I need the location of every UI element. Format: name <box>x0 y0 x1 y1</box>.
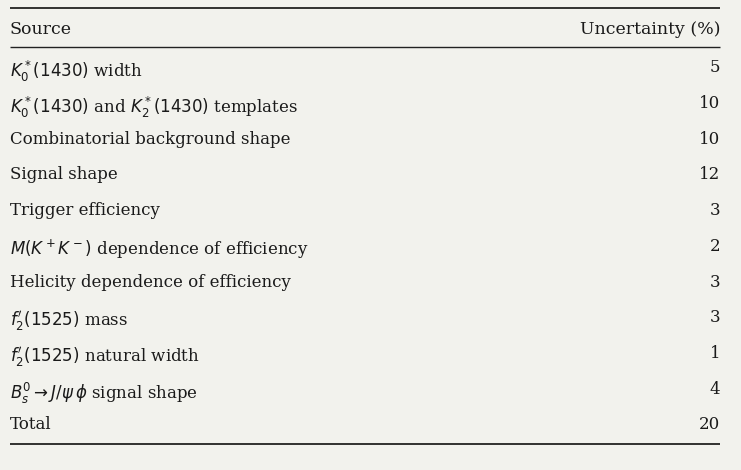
Text: 5: 5 <box>710 59 720 76</box>
Text: 4: 4 <box>710 381 720 398</box>
Text: $M(K^+K^-)$ dependence of efficiency: $M(K^+K^-)$ dependence of efficiency <box>10 238 308 261</box>
Text: 3: 3 <box>710 309 720 326</box>
Text: $f_2^{\prime}(1525)$ mass: $f_2^{\prime}(1525)$ mass <box>10 309 127 333</box>
Text: Helicity dependence of efficiency: Helicity dependence of efficiency <box>10 274 290 290</box>
Text: 3: 3 <box>710 202 720 219</box>
Text: Uncertainty (%): Uncertainty (%) <box>579 21 720 38</box>
Text: 12: 12 <box>699 166 720 183</box>
Text: 20: 20 <box>699 416 720 433</box>
Text: Total: Total <box>10 416 51 433</box>
Text: Combinatorial background shape: Combinatorial background shape <box>10 131 290 148</box>
Text: 1: 1 <box>710 345 720 362</box>
Text: 10: 10 <box>699 95 720 112</box>
Text: Trigger efficiency: Trigger efficiency <box>10 202 159 219</box>
Text: Signal shape: Signal shape <box>10 166 117 183</box>
Text: Source: Source <box>10 21 72 38</box>
Text: $K_0^*(1430)$ and $K_2^*(1430)$ templates: $K_0^*(1430)$ and $K_2^*(1430)$ template… <box>10 95 298 120</box>
Text: $B_s^0 \rightarrow J/\psi\,\phi$ signal shape: $B_s^0 \rightarrow J/\psi\,\phi$ signal … <box>10 381 198 406</box>
Text: 10: 10 <box>699 131 720 148</box>
Text: 2: 2 <box>710 238 720 255</box>
Text: $K_0^*(1430)$ width: $K_0^*(1430)$ width <box>10 59 142 84</box>
Text: $f_2^{\prime}(1525)$ natural width: $f_2^{\prime}(1525)$ natural width <box>10 345 199 369</box>
Text: 3: 3 <box>710 274 720 290</box>
